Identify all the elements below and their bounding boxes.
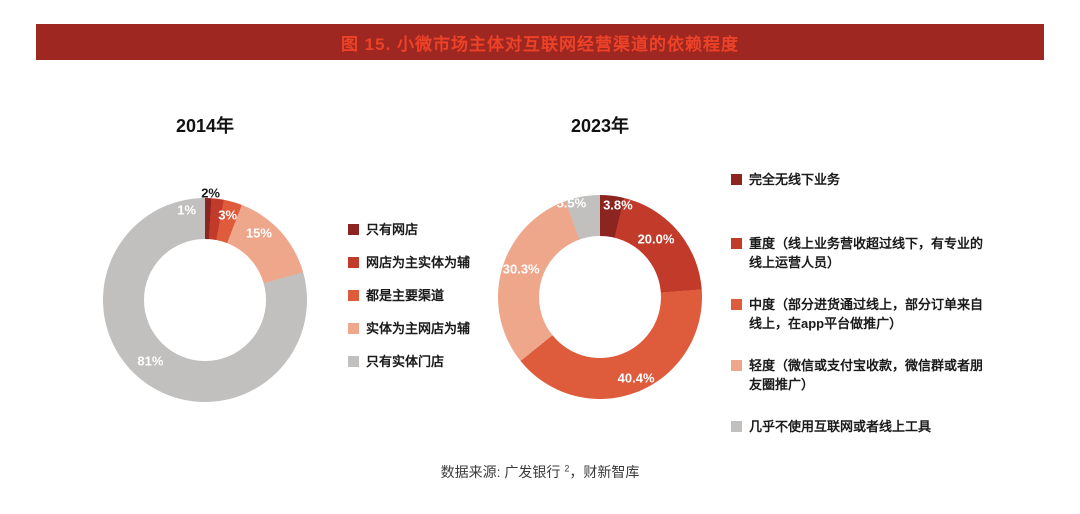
legend-item: 都是主要渠道 — [348, 285, 470, 306]
donut-hole — [144, 239, 266, 361]
donut-chart-2014: 1% 2% 3% 15% 81% — [103, 186, 307, 402]
legend-item: 几乎不使用互联网或者线上工具 — [731, 417, 993, 436]
slice-value-label: 81% — [137, 353, 164, 369]
legend-label: 都是主要渠道 — [366, 288, 445, 303]
legend-item: 轻度（微信或支付宝收款，微信群或者朋友圈推广） — [731, 356, 993, 394]
slice-value-label: 3.8% — [603, 197, 633, 213]
slice-value-label: 1% — [177, 202, 197, 218]
legend-label: 只有实体门店 — [366, 354, 445, 369]
source-text-suffix: ，财新智库 — [569, 464, 640, 480]
legend-label: 重度（线上业务营收超过线下，有专业的线上运营人员） — [749, 236, 984, 270]
legend-item: 只有实体门店 — [348, 351, 470, 372]
slice-value-label: 30.3% — [502, 261, 540, 277]
legend-swatch — [348, 290, 359, 301]
slice-value-label: 15% — [245, 225, 272, 241]
legend-swatch — [348, 257, 359, 268]
source-note: 数据来源: 广发银行 2，财新智库 — [0, 462, 1080, 482]
legend-label: 只有网店 — [366, 222, 419, 237]
source-footnote-marker: 2 — [564, 463, 570, 474]
figure-title: 图 15. 小微市场主体对互联网经营渠道的依赖程度 — [340, 34, 740, 54]
legend-item: 网店为主实体为辅 — [348, 252, 470, 273]
legend-label: 几乎不使用互联网或者线上工具 — [749, 419, 932, 434]
legend-item: 重度（线上业务营收超过线下，有专业的线上运营人员） — [731, 234, 993, 272]
legend-swatch — [348, 356, 359, 367]
legend-swatch — [731, 299, 742, 310]
legend-2023: 完全无线下业务 重度（线上业务营收超过线下，有专业的线上运营人员） 中度（部分进… — [731, 170, 993, 459]
legend-swatch — [731, 238, 742, 249]
legend-swatch — [348, 323, 359, 334]
donut-chart-2023: 3.8% 20.0% 40.4% 30.3% 5.5% — [498, 195, 702, 399]
donut-hole — [539, 236, 661, 358]
legend-label: 轻度（微信或支付宝收款，微信群或者朋友圈推广） — [749, 358, 984, 392]
legend-item: 中度（部分进货通过线上，部分订单来自线上，在app平台做推广） — [731, 295, 993, 333]
chart-title-2023: 2023年 — [570, 116, 630, 136]
legend-swatch — [731, 174, 742, 185]
legend-label: 中度（部分进货通过线上，部分订单来自线上，在app平台做推广） — [749, 297, 984, 331]
legend-swatch — [731, 421, 742, 432]
legend-swatch — [348, 224, 359, 235]
legend-2014: 只有网店 网店为主实体为辅 都是主要渠道 实体为主网店为辅 只有实体门店 — [348, 219, 470, 384]
slice-value-label: 5.5% — [556, 195, 587, 211]
legend-label: 完全无线下业务 — [749, 172, 841, 187]
legend-item: 完全无线下业务 — [731, 170, 993, 189]
figure-title-banner: 图 15. 小微市场主体对互联网经营渠道的依赖程度 — [36, 24, 1044, 60]
legend-item: 实体为主网店为辅 — [348, 318, 470, 339]
source-text: 数据来源: 广发银行 — [440, 464, 565, 480]
legend-label: 网店为主实体为辅 — [366, 255, 471, 270]
legend-item: 只有网店 — [348, 219, 470, 240]
slice-value-label: 3% — [218, 207, 238, 223]
legend-label: 实体为主网店为辅 — [366, 321, 471, 336]
slice-value-label: 20.0% — [637, 231, 675, 247]
slice-value-label: 2% — [201, 185, 220, 201]
chart-title-2014: 2014年 — [175, 116, 235, 136]
legend-swatch — [731, 360, 742, 371]
slice-value-label: 40.4% — [617, 370, 655, 386]
